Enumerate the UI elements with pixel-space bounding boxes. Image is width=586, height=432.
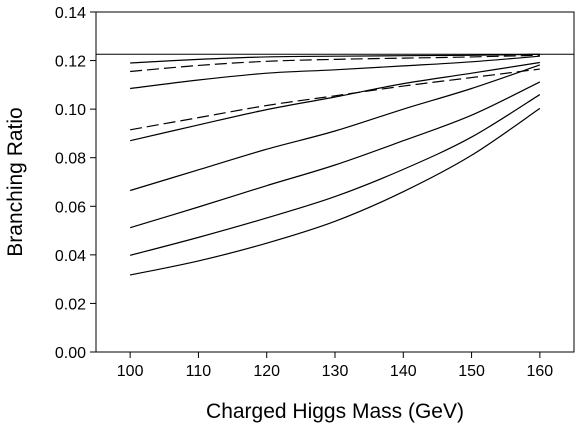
- series-line-6: [129, 64, 541, 192]
- x-tick-label: 140: [390, 363, 417, 380]
- series-line-9: [130, 107, 541, 276]
- y-tick-label: 0.14: [55, 5, 86, 22]
- series-line-2: [130, 54, 540, 73]
- x-tick-label: 160: [527, 363, 554, 380]
- y-tick-label: 0.00: [55, 345, 86, 362]
- y-tick-label: 0.08: [55, 151, 86, 168]
- y-tick-label: 0.10: [55, 102, 86, 119]
- x-tick-label: 120: [253, 363, 280, 380]
- x-tick-label: 130: [322, 363, 349, 380]
- y-tick-label: 0.02: [55, 296, 86, 313]
- plot-frame: [95, 11, 575, 353]
- series-line-5: [130, 61, 540, 142]
- y-tick-label: 0.06: [55, 199, 86, 216]
- x-tick-label: 110: [186, 363, 212, 380]
- series-line-8: [129, 94, 541, 256]
- y-tick-label: 0.12: [55, 54, 86, 71]
- series-line-1: [130, 53, 540, 64]
- x-axis-title: Charged Higgs Mass (GeV): [206, 400, 464, 423]
- series-line-4: [130, 68, 540, 131]
- x-axis-ticks: 100 110 120 130 140 150 160: [117, 352, 554, 380]
- series-layer: [129, 53, 541, 276]
- series-line-7: [129, 81, 541, 229]
- x-tick-label: 100: [117, 363, 144, 380]
- series-line-3: [130, 55, 540, 90]
- x-tick-label: 150: [458, 363, 485, 380]
- y-tick-label: 0.04: [55, 248, 86, 265]
- y-axis-ticks: 0.00 0.02 0.04 0.06 0.08 0.10 0.12 0.14: [55, 5, 96, 362]
- y-axis-title: Branching Ratio: [4, 107, 27, 256]
